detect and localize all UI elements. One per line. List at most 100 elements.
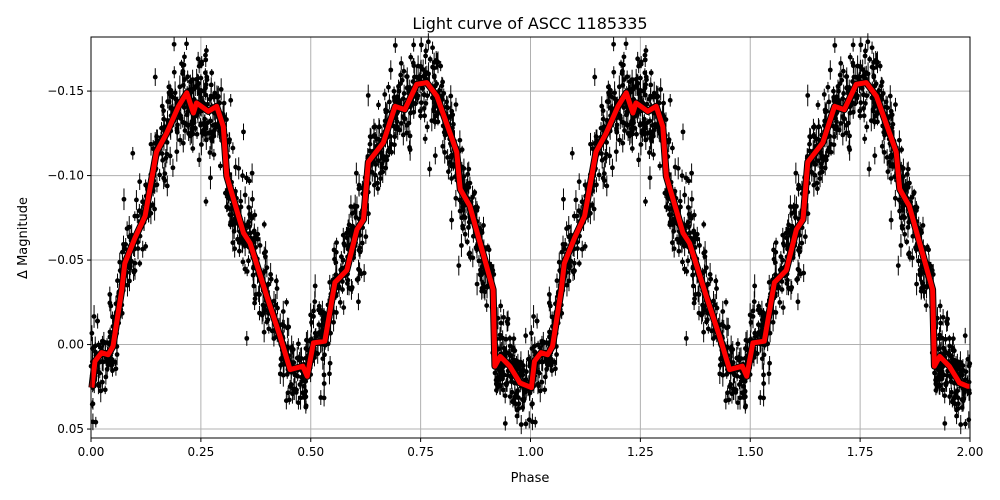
data-point xyxy=(205,101,210,107)
data-point xyxy=(661,100,667,106)
data-point xyxy=(689,196,695,202)
data-point xyxy=(236,165,242,171)
data-point xyxy=(110,314,115,320)
data-point xyxy=(143,244,149,249)
data-point xyxy=(748,320,754,325)
data-point xyxy=(780,241,786,246)
data-point xyxy=(907,180,912,186)
data-point xyxy=(497,382,503,388)
data-point xyxy=(388,67,394,73)
data-point xyxy=(899,147,905,153)
data-point xyxy=(599,157,605,163)
data-point xyxy=(879,143,885,149)
data-point xyxy=(738,374,744,380)
data-point xyxy=(252,296,258,302)
data-point xyxy=(813,136,819,142)
data-point xyxy=(89,330,95,336)
data-point xyxy=(502,348,508,353)
data-point xyxy=(190,131,196,137)
data-point xyxy=(291,386,297,392)
data-point xyxy=(356,182,362,188)
data-point xyxy=(955,363,961,369)
data-point xyxy=(949,389,954,395)
data-point xyxy=(507,394,513,400)
data-point xyxy=(190,146,196,151)
data-point xyxy=(914,281,919,287)
data-point xyxy=(831,88,836,94)
data-point xyxy=(852,101,858,107)
data-point xyxy=(841,91,847,96)
data-point xyxy=(921,284,926,290)
chart-title: Light curve of ASCC 1185335 xyxy=(412,14,647,33)
data-point xyxy=(407,133,413,139)
data-point xyxy=(228,97,234,103)
data-point xyxy=(643,199,648,204)
data-point xyxy=(831,142,837,148)
data-point xyxy=(257,243,263,248)
data-point xyxy=(553,366,558,372)
data-point xyxy=(638,75,643,81)
data-point xyxy=(250,272,256,278)
data-point xyxy=(822,107,828,113)
data-point xyxy=(840,132,846,138)
data-point xyxy=(349,211,355,216)
data-point xyxy=(525,356,531,362)
data-point xyxy=(473,204,479,210)
data-point xyxy=(456,263,462,269)
data-point xyxy=(365,93,371,98)
data-point xyxy=(476,258,482,264)
data-point xyxy=(641,122,647,127)
data-point xyxy=(739,378,744,384)
data-point xyxy=(418,100,424,106)
data-point xyxy=(668,212,674,218)
data-point xyxy=(498,320,504,326)
data-point xyxy=(449,108,455,114)
data-point xyxy=(898,243,904,248)
data-point xyxy=(579,246,585,252)
data-point xyxy=(623,112,629,118)
data-point xyxy=(900,207,906,213)
data-point xyxy=(437,88,442,93)
data-point xyxy=(812,124,817,130)
data-point xyxy=(572,260,577,266)
data-point xyxy=(268,276,274,282)
data-point xyxy=(912,204,918,210)
data-point xyxy=(493,377,499,383)
data-point xyxy=(575,246,580,251)
data-point xyxy=(933,377,939,383)
data-point xyxy=(530,401,535,407)
data-point xyxy=(377,124,382,130)
data-point xyxy=(668,219,674,225)
data-point xyxy=(896,137,902,143)
data-point xyxy=(273,278,279,284)
data-point xyxy=(838,60,844,66)
data-point xyxy=(504,380,510,386)
data-point xyxy=(582,244,588,249)
data-point xyxy=(184,112,190,118)
data-point xyxy=(805,93,811,98)
data-point xyxy=(196,157,202,163)
data-point xyxy=(946,336,952,341)
data-point xyxy=(918,271,924,277)
data-point xyxy=(937,303,943,309)
data-point xyxy=(844,84,850,90)
data-point xyxy=(405,84,411,90)
data-point xyxy=(623,41,629,47)
data-point xyxy=(268,271,274,277)
data-point xyxy=(819,165,824,170)
data-point xyxy=(937,369,943,375)
data-point xyxy=(952,401,958,407)
data-point xyxy=(963,421,968,427)
data-point xyxy=(942,393,948,399)
data-point xyxy=(507,343,513,349)
data-point xyxy=(844,122,849,128)
data-point xyxy=(171,69,177,75)
data-point xyxy=(864,124,870,130)
data-point xyxy=(498,369,504,375)
data-point xyxy=(547,303,553,309)
data-point xyxy=(509,389,515,395)
data-point xyxy=(281,323,287,329)
data-point xyxy=(705,326,711,332)
data-point xyxy=(285,390,291,396)
